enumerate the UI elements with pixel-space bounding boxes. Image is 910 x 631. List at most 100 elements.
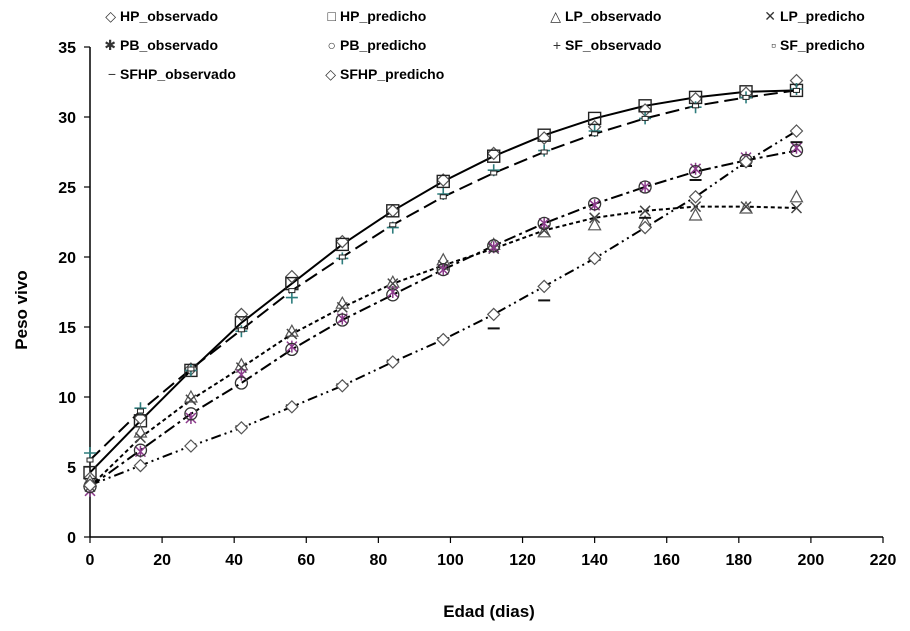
legend-marker: + <box>553 37 561 53</box>
data-point <box>136 408 144 414</box>
data-point <box>286 328 298 340</box>
data-point <box>335 237 350 252</box>
data-point <box>638 180 652 194</box>
data-point <box>83 478 97 493</box>
data-point <box>436 262 450 277</box>
data-point <box>639 205 651 217</box>
data-point <box>789 143 804 158</box>
x-tick-label: 0 <box>86 552 95 569</box>
legend-label: SF_predicho <box>780 37 865 53</box>
data-point <box>437 263 449 276</box>
data-point <box>385 355 400 369</box>
data-point <box>739 154 753 169</box>
y-tick-label: 30 <box>58 110 76 127</box>
legend-marker: □ <box>328 8 337 24</box>
data-point <box>338 254 346 260</box>
data-point <box>184 439 198 453</box>
y-tick-label: 5 <box>67 460 76 477</box>
y-axis-label: Peso vivo <box>12 270 31 349</box>
x-tick-label: 100 <box>437 552 464 569</box>
x-tick-label: 20 <box>153 552 171 569</box>
legend-label: LP_predicho <box>780 8 865 24</box>
data-point <box>335 378 350 393</box>
data-point <box>237 327 245 333</box>
y-tick-label: 25 <box>58 180 76 197</box>
data-point <box>690 201 702 213</box>
legend-label: LP_observado <box>565 8 661 24</box>
x-tick-label: 160 <box>653 552 680 569</box>
data-point <box>792 87 800 93</box>
legend-marker: △ <box>550 8 561 24</box>
data-point <box>638 99 652 113</box>
data-point <box>185 394 197 406</box>
axes: Peso vivo Edad (dias) 0 20 40 60 80 100 120 140… <box>12 40 896 621</box>
fit-line <box>89 89 797 474</box>
legend-label: HP_observado <box>120 8 218 24</box>
data-point <box>436 332 451 347</box>
x-tick-label: 80 <box>369 552 387 569</box>
data-point <box>540 149 548 155</box>
x-tick-label: 40 <box>225 552 243 569</box>
data-point <box>86 457 94 463</box>
data-point <box>639 181 651 193</box>
x-axis-label: Edad (dias) <box>443 602 535 621</box>
data-point <box>285 291 298 304</box>
x-tick-label: 200 <box>798 552 825 569</box>
x-tick-label: 140 <box>581 552 608 569</box>
fit-line <box>89 130 798 487</box>
data-point <box>439 194 447 200</box>
data-point <box>790 141 803 154</box>
legend-marker: ○ <box>328 37 336 53</box>
legend-marker: − <box>108 66 116 82</box>
data-point <box>133 458 148 473</box>
data-point <box>134 432 146 444</box>
legend-marker: ▫ <box>771 37 776 53</box>
legend-marker: ✱ <box>104 37 116 53</box>
data-point <box>789 189 804 203</box>
fit-lines <box>89 89 798 488</box>
data-point <box>187 366 195 372</box>
data-point <box>335 313 349 327</box>
data-point <box>537 216 551 231</box>
data-point <box>789 124 804 138</box>
data-point <box>184 407 198 421</box>
legend-label: PB_predicho <box>340 37 426 53</box>
legend-marker: ◇ <box>105 8 116 24</box>
data-point <box>641 115 649 121</box>
data-point <box>688 207 703 221</box>
y-tick-label: 0 <box>67 530 76 547</box>
data-point <box>285 342 299 357</box>
data-point <box>690 162 702 175</box>
data-point <box>288 288 296 294</box>
data-point <box>537 279 552 294</box>
data-point <box>587 217 602 231</box>
data-point <box>285 269 299 284</box>
data-point <box>84 447 96 459</box>
data-point <box>335 234 350 249</box>
data-point <box>386 288 400 302</box>
data-point <box>790 202 803 214</box>
data-point <box>133 424 148 438</box>
data-point <box>587 111 602 126</box>
data-point <box>185 412 197 424</box>
data-point <box>487 149 501 163</box>
legend-marker: ✕ <box>764 8 776 24</box>
data-markers <box>82 73 804 497</box>
data-point <box>389 222 397 228</box>
x-tick-label: 120 <box>509 552 536 569</box>
data-point <box>589 212 601 224</box>
x-tick-label: 220 <box>870 552 897 569</box>
data-point <box>286 340 298 353</box>
data-point <box>638 220 652 235</box>
data-point <box>436 174 450 189</box>
data-point <box>538 217 550 230</box>
data-point <box>387 278 399 290</box>
legend-marker: ◇ <box>325 66 336 82</box>
data-point <box>387 286 399 298</box>
legend-label: SF_observado <box>565 37 661 53</box>
data-point <box>436 173 451 187</box>
data-point <box>486 307 501 322</box>
y-tick-label: 20 <box>58 250 76 267</box>
